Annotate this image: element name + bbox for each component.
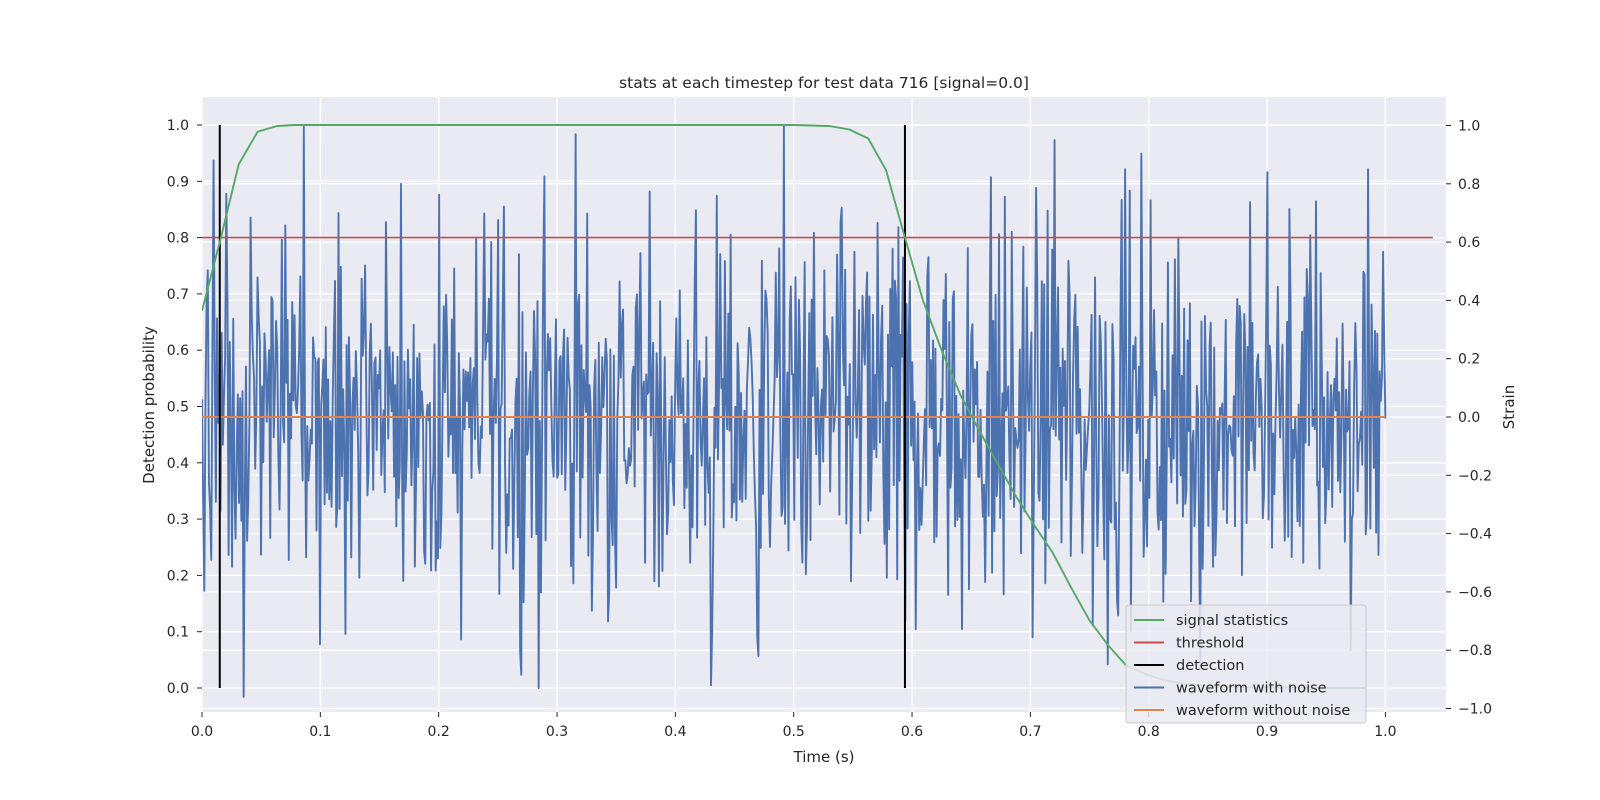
y2-tick-label: 0.0 (1458, 410, 1480, 426)
series-layer (202, 124, 1433, 698)
y2-tick-label: −0.4 (1458, 527, 1492, 543)
x-tick-label: 0.2 (428, 724, 450, 740)
y2-axis-label: Strain (1500, 385, 1518, 429)
x-tick-label: 0.7 (1019, 724, 1041, 740)
series-waveform-with-noise (202, 124, 1387, 698)
y-tick-label: 0.7 (167, 287, 189, 303)
y2-tick-label: −0.8 (1458, 643, 1492, 659)
y2-tick-label: −1.0 (1458, 702, 1492, 718)
x-axis-label: Time (s) (793, 748, 855, 766)
x-tick-label: 0.3 (546, 724, 568, 740)
y2-tick-label: 1.0 (1458, 119, 1480, 135)
x-tick-label: 0.6 (901, 724, 923, 740)
y2-tick-label: 0.6 (1458, 235, 1480, 251)
x-tick-label: 0.1 (309, 724, 331, 740)
legend-box (1125, 604, 1367, 724)
y-tick-label: 0.3 (167, 512, 189, 528)
y2-tick-label: 0.4 (1458, 293, 1480, 309)
legend-label: signal statistics (1176, 613, 1288, 629)
x-tick-label: 0.4 (664, 724, 686, 740)
x-tick-label: 0.9 (1256, 724, 1278, 740)
plot-area (202, 124, 1433, 698)
x-tick-label: 0.8 (1138, 724, 1160, 740)
y2-tick-label: −0.6 (1458, 585, 1492, 601)
axes: 0.0 0.1 0.2 0.3 0.4 0.5 0.6 0.7 0.8 0.9 1.0 0.0 0.1 0… (167, 118, 1492, 740)
y-tick-label: 0.9 (167, 174, 189, 190)
y2-tick-label: −0.2 (1458, 468, 1492, 484)
legend-label: waveform without noise (1176, 703, 1350, 719)
y-tick-label: 0.2 (167, 568, 189, 584)
legend: signal statistics threshold detection wavef… (1125, 604, 1367, 724)
y-tick-label: 0.4 (167, 456, 189, 472)
legend-label: detection (1176, 658, 1244, 674)
legend-label: waveform with noise (1176, 681, 1327, 697)
x-tick-label: 0.0 (191, 724, 213, 740)
y-tick-label: 0.0 (167, 681, 189, 697)
y-tick-label: 0.1 (167, 625, 189, 641)
y-tick-label: 1.0 (167, 118, 189, 134)
legend-label: threshold (1176, 636, 1244, 652)
x-tick-label: 1.0 (1374, 724, 1396, 740)
chart-title: stats at each timestep for test data 716… (619, 74, 1029, 92)
y-axis-label: Detection probability (140, 326, 158, 484)
x-tick-label: 0.5 (783, 724, 805, 740)
y2-tick-label: 0.8 (1458, 177, 1480, 193)
y2-tick-label: 0.2 (1458, 352, 1480, 368)
y-tick-label: 0.8 (167, 231, 189, 247)
y-tick-label: 0.6 (167, 343, 189, 359)
y-tick-label: 0.5 (167, 400, 189, 416)
